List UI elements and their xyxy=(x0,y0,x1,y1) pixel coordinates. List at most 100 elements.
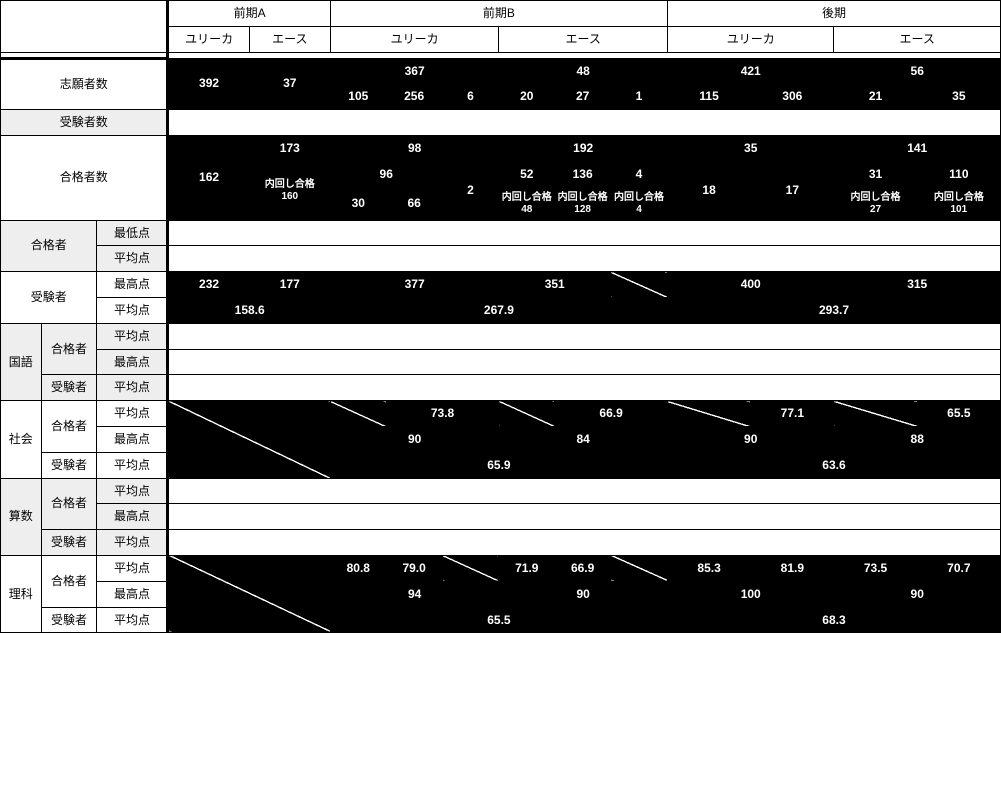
app-b-eureka-2: 6 xyxy=(442,84,499,110)
shakai-pmax-b-ace: 84 xyxy=(499,426,668,452)
shakai-pmax-k-ace: 88 xyxy=(834,426,1001,452)
pass-b-ace-mid-0: 52 xyxy=(499,161,555,187)
hdr-b-ace: エース xyxy=(499,26,668,52)
passer-min-blank xyxy=(168,220,1001,246)
rika-pavg-k-eu-0: 85.3 xyxy=(667,555,750,581)
app-b-ace-total: 48 xyxy=(499,58,668,84)
max-b-eureka: 377 xyxy=(330,272,499,298)
row-examinees: 受験者数 xyxy=(1,110,168,136)
shakai-b-ace-diag xyxy=(499,401,555,427)
pass-k-eureka-0: 18 xyxy=(667,161,750,220)
rika-pavg-b-ace-1: 66.9 xyxy=(555,555,611,581)
shakai-pmax-k-eu: 90 xyxy=(667,426,833,452)
app-k-eureka-total: 421 xyxy=(667,58,833,84)
pass-k-ace-mw-1: 内回し合格101 xyxy=(917,187,1000,220)
rika-exam-avg: 平均点 xyxy=(97,607,168,633)
sansu-blank-1 xyxy=(168,478,1001,504)
row-applicants: 志願者数 xyxy=(1,58,168,110)
rika-eavg-b: 65.5 xyxy=(330,607,667,633)
pass-b-ace-top: 192 xyxy=(499,135,668,161)
kokugo-passer-max: 最高点 xyxy=(97,349,168,375)
row-max: 最高点 xyxy=(97,272,168,298)
app-b-ace-1: 27 xyxy=(555,84,611,110)
shakai-aA-diag xyxy=(168,401,330,478)
pass-aA-ace-mawashi: 内回し合格160 xyxy=(249,161,330,220)
examinees-blank xyxy=(168,110,1001,136)
app-b-eureka-1: 256 xyxy=(386,84,442,110)
sansu-blank-3 xyxy=(168,530,1001,556)
sansu-blank-2 xyxy=(168,504,1001,530)
hdr-period-k: 後期 xyxy=(667,1,1000,27)
shakai-passer-avg: 平均点 xyxy=(97,401,168,427)
kokugo-blank-2 xyxy=(168,349,1001,375)
rika-b-ace-diag xyxy=(611,555,668,581)
max-b-ace-diag xyxy=(611,272,668,298)
rika-pavg-k-ace-0: 73.5 xyxy=(834,555,917,581)
subj-rika: 理科 xyxy=(1,555,42,632)
kokugo-exam-avg: 平均点 xyxy=(97,375,168,401)
rika-pavg-b-ace-0: 71.9 xyxy=(499,555,555,581)
sansu-passer-max: 最高点 xyxy=(97,504,168,530)
pass-k-ace-mid-1: 110 xyxy=(917,161,1000,187)
rika-pmax-b-ace: 90 xyxy=(499,581,668,607)
rika-pmax-k-eu: 100 xyxy=(667,581,833,607)
rika-pavg-k-eu-1: 81.9 xyxy=(751,555,834,581)
pass-aA-ace-top: 173 xyxy=(249,135,330,161)
shakai-pavg-k-eu: 77.1 xyxy=(751,401,834,427)
app-aA-eureka: 392 xyxy=(168,58,249,110)
shakai-eavg-b: 65.9 xyxy=(330,452,667,478)
rika-pavg-b-eu-0: 80.8 xyxy=(330,555,386,581)
sansu-passer-avg: 平均点 xyxy=(97,478,168,504)
rika-pavg-b-eu-1: 79.0 xyxy=(386,555,442,581)
app-b-ace-0: 20 xyxy=(499,84,555,110)
pass-k-eureka-top: 35 xyxy=(667,135,833,161)
pass-b-eureka-mid: 96 xyxy=(330,161,442,187)
rika-pavg-k-ace-1: 70.7 xyxy=(917,555,1000,581)
shakai-k-ace-diag xyxy=(834,401,917,427)
pass-b-eureka-top: 98 xyxy=(330,135,499,161)
avg-k: 293.7 xyxy=(667,297,1000,323)
subj-shakai: 社会 xyxy=(1,401,42,478)
hdr-b-eureka: ユリーカ xyxy=(330,26,499,52)
max-k-eureka: 400 xyxy=(667,272,833,298)
avg-aA: 158.6 xyxy=(168,297,330,323)
rika-aA-diag xyxy=(168,555,330,632)
pass-b-eureka-mid-r: 2 xyxy=(442,161,499,220)
app-k-ace-1: 35 xyxy=(917,84,1000,110)
shakai-exam-avg: 平均点 xyxy=(97,452,168,478)
pass-b-ace-mid-2: 4 xyxy=(611,161,668,187)
avg-b: 267.9 xyxy=(330,297,667,323)
passer-avg-blank xyxy=(168,246,1001,272)
kokugo-passer: 合格者 xyxy=(41,323,97,375)
max-k-ace: 315 xyxy=(834,272,1001,298)
row-passer-avg: 平均点 xyxy=(97,246,168,272)
max-b-ace: 351 xyxy=(499,272,611,298)
pass-b-ace-mw-0: 内回し合格48 xyxy=(499,187,555,220)
app-k-eureka-1: 306 xyxy=(751,84,834,110)
subj-kokugo: 国語 xyxy=(1,323,42,400)
app-k-ace-0: 21 xyxy=(834,84,917,110)
hdr-aA-ace: エース xyxy=(249,26,330,52)
subj-sansu: 算数 xyxy=(1,478,42,555)
sansu-passer: 合格者 xyxy=(41,478,97,530)
pass-b-eureka-bot-1: 66 xyxy=(386,187,442,220)
max-aA-eureka: 232 xyxy=(168,272,249,298)
rika-b-eu-diag xyxy=(442,555,499,581)
pass-k-ace-mid-0: 31 xyxy=(834,161,917,187)
pass-aA-eureka: 162 xyxy=(168,135,249,220)
max-aA-ace: 177 xyxy=(249,272,330,298)
shakai-eavg-k: 63.6 xyxy=(667,452,1000,478)
rika-passer-max: 最高点 xyxy=(97,581,168,607)
kokugo-blank-3 xyxy=(168,375,1001,401)
shakai-b-eu-diag xyxy=(330,401,386,427)
shakai-pavg-k-ace: 65.5 xyxy=(917,401,1000,427)
row-examinee-group: 受験者 xyxy=(1,272,97,324)
pass-b-eureka-bot-0: 30 xyxy=(330,187,386,220)
sansu-exam: 受験者 xyxy=(41,530,97,556)
rika-passer: 合格者 xyxy=(41,555,97,607)
shakai-k-eu-diag xyxy=(667,401,750,427)
pass-b-ace-mid-1: 136 xyxy=(555,161,611,187)
shakai-exam: 受験者 xyxy=(41,452,97,478)
stats-table: 前期A 前期B 後期 ユリーカ エース ユリーカ エース ユリーカ エース 志願… xyxy=(0,0,1001,633)
rika-pmax-k-ace: 90 xyxy=(834,581,1001,607)
